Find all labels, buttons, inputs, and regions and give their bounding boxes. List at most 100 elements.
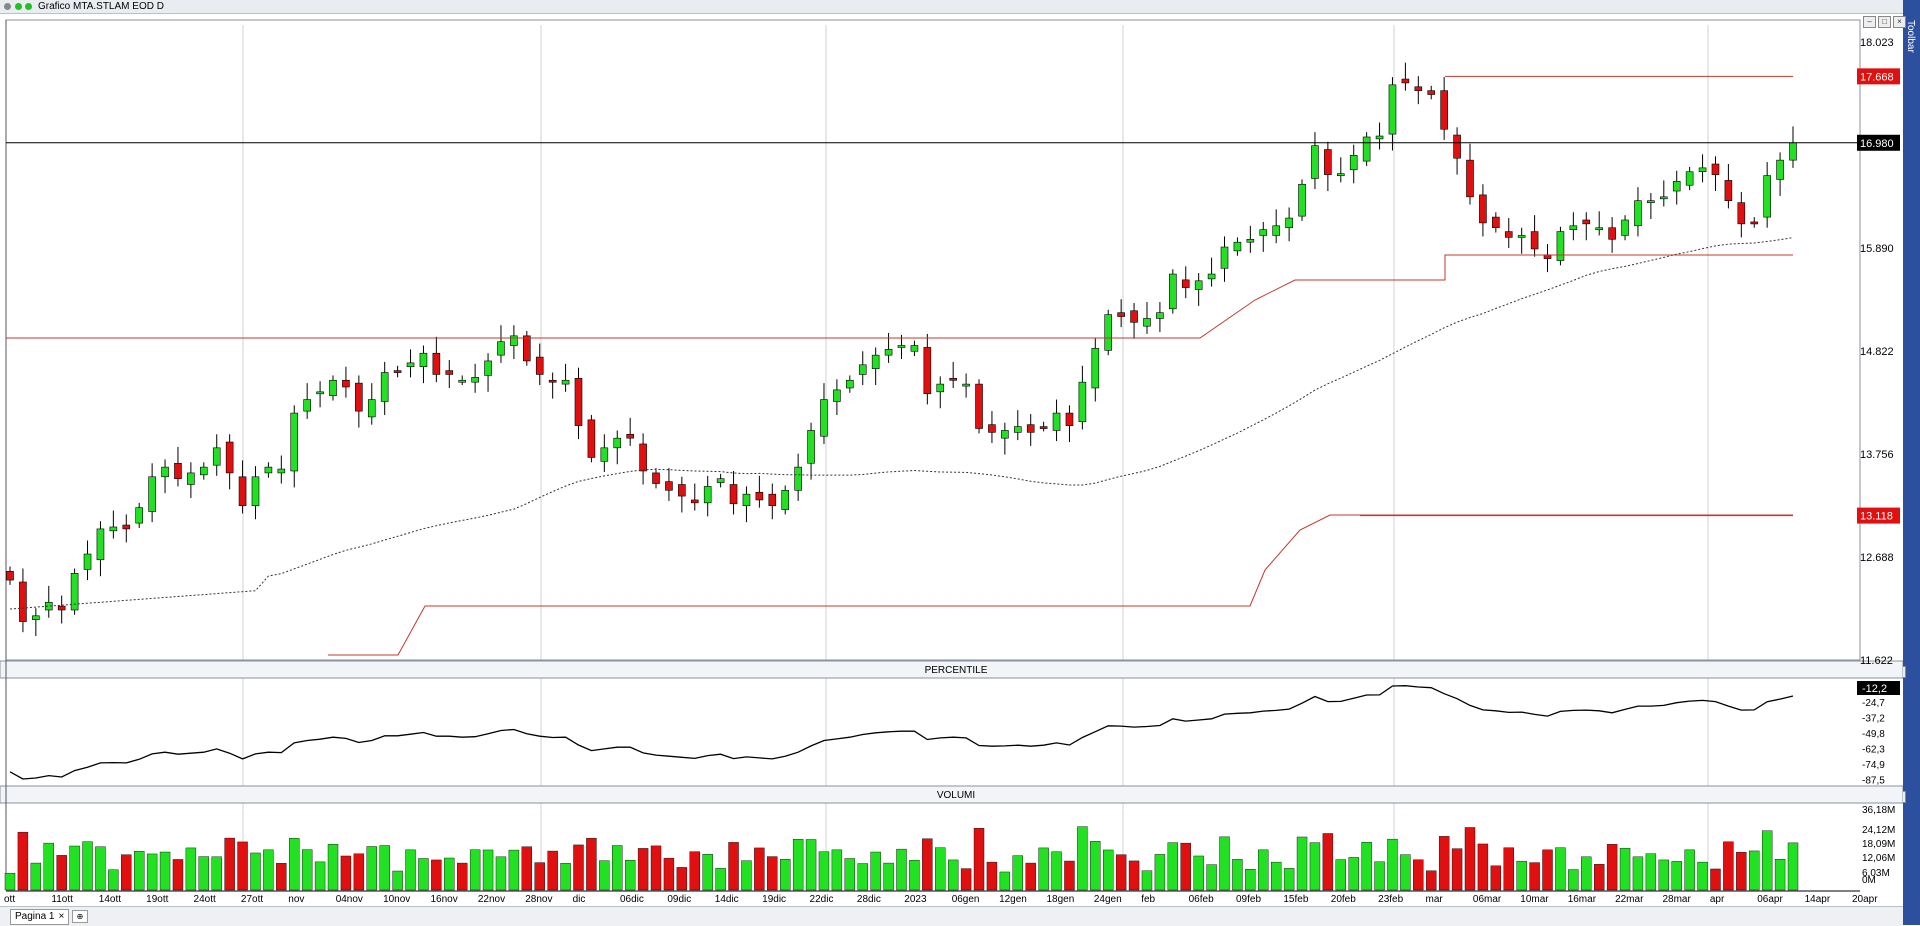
toolbar-label: Toolbar: [1905, 20, 1916, 53]
candle-body: [135, 507, 144, 524]
candle-body: [44, 601, 53, 611]
volume-bar: [922, 838, 933, 891]
date-tick-label: dic: [573, 894, 586, 905]
tab-pagina-1[interactable]: Pagina 1 ×: [10, 909, 70, 925]
volume-bar: [1438, 836, 1450, 891]
candle-body: [1078, 381, 1087, 423]
upper-level-badge: 17.668: [1860, 71, 1894, 83]
candle-body: [639, 443, 647, 472]
candle-body: [342, 379, 350, 388]
candle-body: [1169, 273, 1177, 310]
volume-bar: [418, 858, 429, 891]
volume-bar: [1193, 855, 1204, 891]
volume-bar: [1103, 849, 1114, 891]
volume-bar: [896, 848, 907, 891]
minimize-icon[interactable]: –: [1863, 16, 1876, 28]
volume-bar: [728, 842, 739, 891]
candle-body: [1750, 221, 1759, 225]
date-tick-label: 19dic: [762, 894, 786, 905]
volume-bar: [1270, 861, 1282, 891]
close-icon[interactable]: ×: [58, 911, 65, 922]
candle-body: [96, 528, 105, 561]
volume-bar: [1426, 870, 1437, 891]
candle-body: [1595, 227, 1603, 231]
percentile-last-value: -12,2: [1862, 683, 1887, 695]
candle-body: [1724, 180, 1733, 201]
candle-body: [871, 354, 880, 369]
candle-body: [729, 484, 738, 505]
volume-bar: [637, 848, 649, 891]
candle-body: [1336, 173, 1345, 176]
volume-bar: [1761, 830, 1773, 891]
chart-area[interactable]: PERCENTILE -12,2 -24,7 -37,2 -49,8 -62,3 -74,9…: [0, 0, 1903, 906]
candle-body: [600, 447, 609, 462]
candle-body: [1401, 78, 1410, 84]
volume-bar: [547, 850, 558, 891]
candle-body: [148, 476, 156, 512]
page-tabs-bar: Pagina 1 × ⊕: [0, 906, 1903, 926]
volume-bar: [1038, 847, 1049, 891]
volume-bar: [121, 854, 132, 891]
candle-body: [820, 399, 828, 437]
candle-body: [1789, 142, 1797, 161]
volume-bar: [1374, 861, 1385, 891]
volume-header: [0, 785, 1903, 804]
volume-bar: [741, 860, 752, 891]
volume-tick-label: 24,12M: [1862, 825, 1895, 836]
support-line: [328, 514, 1793, 656]
percentile-tick-label: -74,9: [1862, 760, 1885, 771]
last-price-badge: 16.980: [1860, 138, 1894, 150]
candle-body: [923, 347, 932, 395]
candle-body: [1259, 229, 1268, 236]
close-icon[interactable]: ×: [1893, 16, 1906, 28]
candle-body: [833, 389, 841, 402]
volume-bar: [1309, 842, 1321, 891]
candle-body: [1492, 216, 1500, 229]
volume-bar: [754, 847, 765, 891]
candle-body: [225, 441, 234, 474]
candle-body: [19, 581, 27, 622]
volume-bar: [69, 845, 80, 891]
date-tick-label: 22mar: [1615, 894, 1644, 905]
candle-body: [212, 447, 221, 466]
volume-bar: [1503, 847, 1514, 891]
percentile-panel: PERCENTILE -12,2 -24,7 -37,2 -49,8 -62,3 -74,9…: [9, 665, 1900, 787]
volume-bar: [1258, 849, 1269, 891]
volume-bar: [1787, 842, 1799, 891]
volume-bar: [237, 841, 248, 891]
price-tick-label: 11.622: [1860, 655, 1893, 667]
volume-tick-label: 6,03M: [1862, 868, 1890, 879]
date-tick-label: 24ott: [194, 894, 216, 905]
candle-body: [1414, 86, 1423, 91]
volume-bar: [224, 837, 235, 891]
candle-body: [484, 360, 492, 376]
volume-bar: [1051, 851, 1062, 891]
volume-bar: [1167, 842, 1179, 891]
maximize-icon[interactable]: □: [1878, 16, 1891, 28]
volume-bar: [818, 851, 830, 891]
candle-body: [1711, 163, 1720, 175]
candle-body: [393, 370, 402, 373]
candle-body: [703, 486, 712, 504]
candle-body: [264, 466, 273, 474]
candle-body: [548, 379, 557, 383]
volume-bar: [379, 845, 390, 891]
candle-body: [109, 526, 118, 532]
volume-bar: [1335, 859, 1346, 891]
candle-body: [1556, 231, 1565, 261]
volume-bar: [159, 851, 171, 891]
date-tick-label: 11ott: [51, 894, 73, 905]
window-menu-icon[interactable]: [4, 3, 11, 10]
volume-bar: [250, 852, 261, 891]
candle-body: [238, 476, 247, 507]
window-titlebar: Grafico MTA.STLAM EOD D: [0, 0, 1920, 14]
volume-bar: [444, 857, 455, 891]
volume-bar: [947, 859, 959, 891]
candle-body: [1156, 312, 1164, 319]
volume-bar: [883, 862, 894, 891]
candle-body: [1672, 181, 1681, 192]
toolbar-sidebar[interactable]: Toolbar: [1903, 0, 1920, 925]
add-page-icon[interactable]: ⊕: [72, 910, 88, 923]
candle-body: [1466, 159, 1474, 198]
date-tick-label: 22dic: [810, 894, 834, 905]
